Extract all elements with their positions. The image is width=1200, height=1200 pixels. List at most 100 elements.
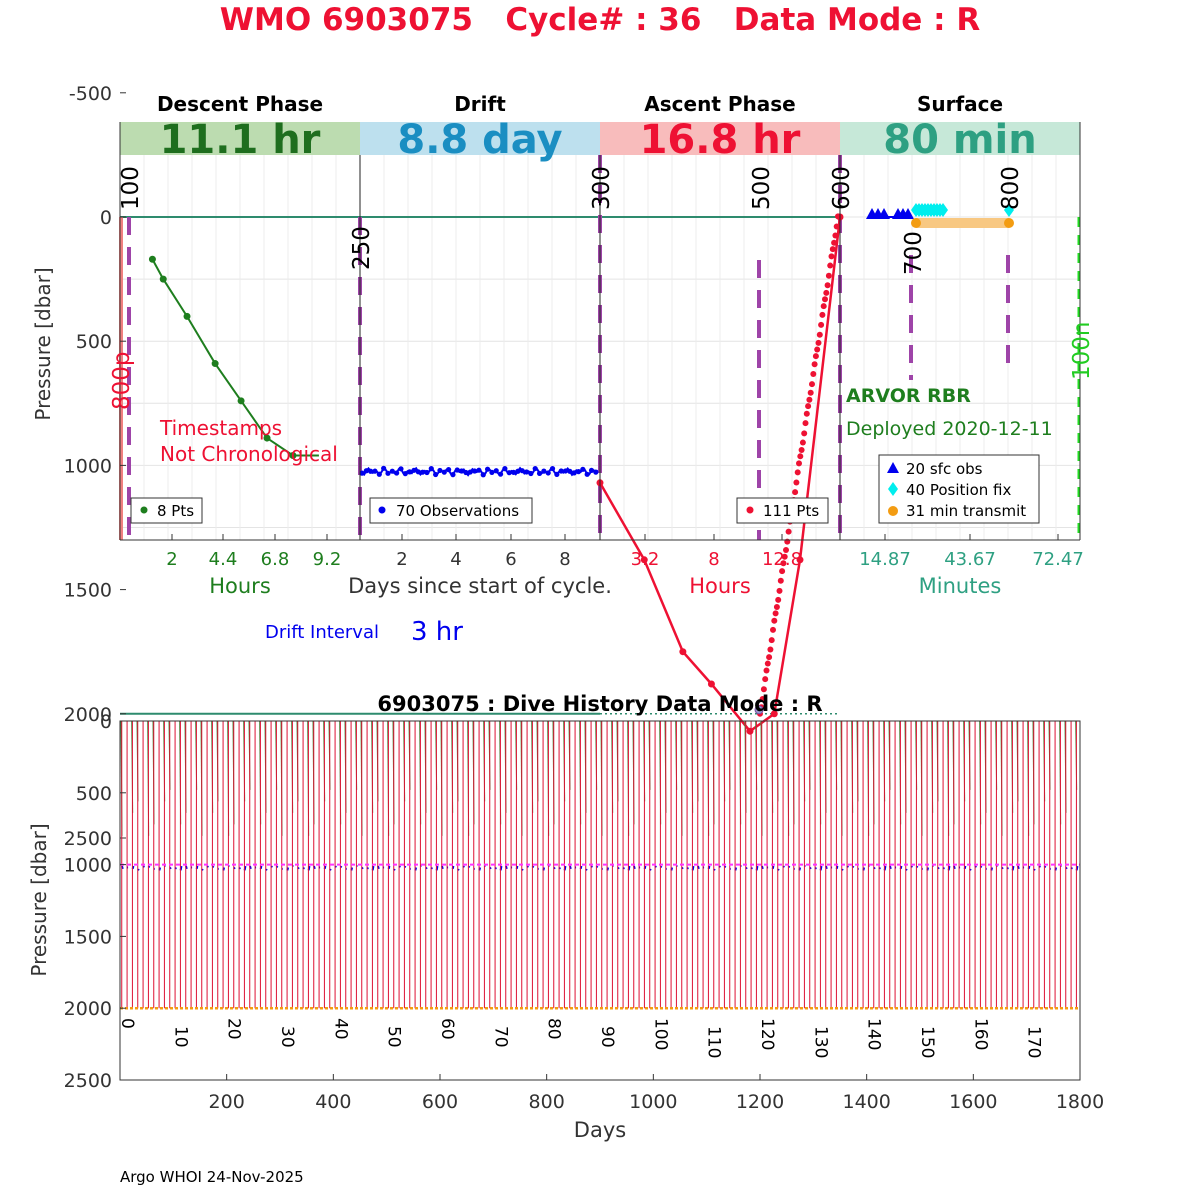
drift-point	[450, 472, 456, 478]
cycle-label: 30	[277, 1026, 297, 1048]
cycle-label: 150	[917, 1026, 937, 1058]
drift-point	[510, 469, 517, 475]
drift-legend-marker	[378, 506, 386, 514]
ascent-point	[807, 389, 814, 396]
drift-point	[389, 468, 395, 474]
drift-point	[454, 467, 460, 473]
ascent-x-tick-label: 3.2	[631, 549, 660, 570]
bottom-x-tick-label: 600	[422, 1091, 458, 1113]
ascent-point	[679, 648, 687, 656]
surface-x-tick-label: 72.47	[1032, 549, 1084, 570]
y-tick-label: 0	[100, 207, 112, 229]
drift-point	[368, 468, 374, 474]
ascent-point	[781, 553, 788, 560]
drift-point	[398, 466, 404, 472]
descent-legend-marker	[140, 506, 148, 514]
ascent-point	[819, 311, 826, 318]
drift-point	[532, 465, 538, 472]
ascent-point	[812, 353, 819, 360]
ascent-point	[827, 262, 834, 269]
drift-x-tick-label: 2	[396, 549, 407, 570]
ascent-point	[820, 303, 827, 310]
drift-point	[381, 465, 387, 471]
ascent-point	[792, 489, 799, 496]
dive-history-title: 6903075 : Dive History Data Mode : R	[377, 692, 822, 716]
phase-band-1	[360, 122, 600, 155]
main-title: WMO 6903075 Cycle# : 36 Data Mode : R	[219, 2, 981, 38]
drift-point	[411, 467, 417, 473]
cycle-label: 10	[170, 1026, 190, 1048]
descent-point	[211, 360, 219, 368]
bottom-x-tick-label: 1800	[1056, 1091, 1104, 1113]
top-annotations: 100 250 300 500 600 700 800 800p 100n TimestampsN…	[109, 166, 1095, 647]
drift-point	[515, 468, 521, 474]
descent-point	[289, 451, 297, 459]
ascent-point	[772, 610, 779, 617]
ascent-point	[783, 547, 789, 554]
drift-x-tick-label: 8	[559, 549, 570, 570]
drift-point	[493, 468, 499, 474]
rotated-pressure-label: 250	[349, 226, 375, 270]
drift-point	[376, 471, 382, 477]
phase-duration-1: 8.8 day	[397, 117, 562, 163]
rotated-pressure-label: 100n	[1069, 322, 1095, 380]
drift-point	[554, 471, 560, 477]
drift-point	[359, 470, 365, 476]
drift-point	[571, 470, 577, 476]
ascent-point	[785, 528, 792, 535]
drift-x-label: Days since start of cycle.	[348, 574, 612, 598]
ascent-point	[764, 660, 771, 667]
ascent-point	[766, 654, 773, 661]
cycle-label: 110	[704, 1026, 724, 1058]
rotated-pressure-label: 100	[118, 166, 144, 210]
rotated-pressure-label: 500	[749, 166, 775, 210]
ascent-point	[798, 446, 805, 453]
phase-duration-3: 80 min	[883, 117, 1036, 163]
drift-point	[541, 468, 547, 474]
ascent-x-tick-label: 12.8	[762, 549, 802, 570]
bottom-x-tick-label: 1000	[629, 1091, 677, 1113]
phase-name-0: Descent Phase	[157, 92, 323, 116]
rotated-pressure-label: 600	[829, 166, 855, 210]
legend-transmit-marker	[888, 506, 898, 516]
rotated-pressure-label: 300	[589, 166, 615, 210]
ascent-point	[831, 239, 838, 246]
drift-point	[545, 470, 551, 476]
drift-point	[536, 470, 543, 477]
bottom-x-tick-label: 400	[315, 1091, 351, 1113]
drift-point	[584, 471, 590, 477]
drift-point	[441, 469, 447, 475]
bottom-y-label: Pressure [dbar]	[27, 823, 51, 976]
ascent-point	[824, 282, 831, 289]
phase-duration-2: 16.8 hr	[640, 117, 801, 163]
bottom-x-tick-label: 1400	[842, 1091, 890, 1113]
y-tick-label: 2500	[64, 828, 112, 850]
ascent-point	[829, 246, 836, 253]
bottom-y-tick-label: 1000	[64, 855, 112, 877]
ascent-point	[814, 346, 821, 353]
dive-history-axes	[119, 720, 1081, 1081]
cycle-label: 140	[864, 1018, 884, 1050]
warning-line-1: Timestamps	[159, 416, 282, 440]
y-tick-label: -500	[69, 83, 112, 105]
ascent-point	[815, 339, 822, 346]
dive-history-chart: 6903075 : Dive History Data Mode : R0500…	[27, 692, 1104, 1142]
ascent-point	[796, 460, 802, 467]
top-plot	[119, 155, 1081, 735]
ascent-point	[810, 371, 817, 378]
drift-legend	[369, 497, 533, 524]
rotated-pressure-label: 700	[901, 231, 927, 275]
descent-point	[237, 397, 245, 405]
surface-legend	[878, 454, 1040, 524]
drift-point	[489, 469, 495, 475]
drift-point	[446, 467, 452, 473]
descent-x-tick-label: 2	[166, 549, 177, 570]
ascent-point	[822, 296, 828, 303]
ascent-point	[784, 538, 791, 545]
bottom-x-tick-label: 1600	[949, 1091, 997, 1113]
drift-point	[593, 469, 599, 475]
ascent-point	[771, 617, 778, 624]
drift-point	[567, 468, 573, 474]
